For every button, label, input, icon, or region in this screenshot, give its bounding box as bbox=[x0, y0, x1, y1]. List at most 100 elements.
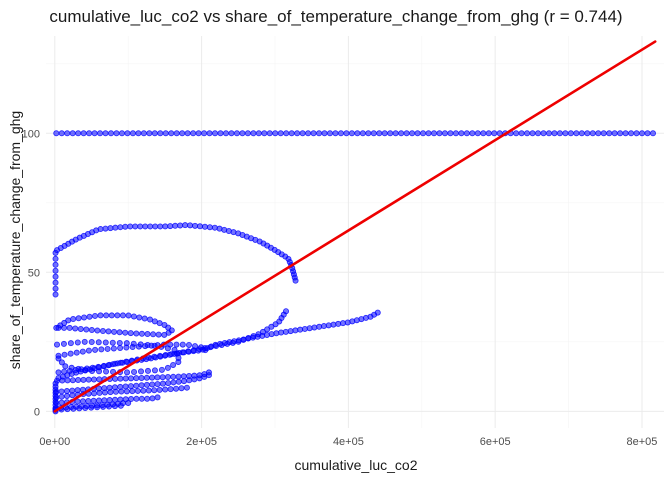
data-point bbox=[103, 312, 110, 319]
data-point bbox=[52, 279, 59, 286]
data-point bbox=[245, 334, 252, 341]
data-point bbox=[409, 130, 416, 137]
data-point bbox=[239, 130, 246, 137]
data-point bbox=[600, 130, 607, 137]
data-point bbox=[628, 130, 635, 137]
data-point bbox=[480, 130, 487, 137]
data-point bbox=[64, 377, 71, 384]
data-point bbox=[143, 381, 150, 388]
data-point bbox=[69, 377, 76, 384]
x-tick-label: 2e+05 bbox=[186, 436, 217, 448]
data-point bbox=[170, 373, 177, 380]
data-point bbox=[88, 327, 95, 334]
data-point bbox=[81, 314, 88, 321]
data-point bbox=[97, 130, 104, 137]
data-point bbox=[58, 393, 65, 400]
data-point bbox=[529, 130, 536, 137]
y-tick-label: 100 bbox=[22, 128, 40, 140]
data-point bbox=[90, 397, 97, 404]
data-point bbox=[403, 130, 410, 137]
data-point bbox=[83, 326, 90, 333]
data-point bbox=[261, 130, 268, 137]
data-point bbox=[392, 130, 399, 137]
data-point bbox=[66, 324, 73, 331]
data-point bbox=[172, 222, 179, 229]
data-point bbox=[88, 404, 95, 411]
data-point bbox=[123, 358, 130, 365]
data-point bbox=[144, 331, 151, 338]
data-point bbox=[201, 223, 208, 230]
data-point bbox=[268, 331, 275, 338]
data-point bbox=[125, 399, 132, 406]
data-point bbox=[301, 325, 308, 332]
data-point bbox=[283, 130, 290, 137]
data-point bbox=[639, 130, 646, 137]
data-point bbox=[157, 223, 164, 230]
data-point bbox=[143, 374, 150, 381]
x-tick-label: 6e+05 bbox=[480, 436, 511, 448]
data-point bbox=[250, 333, 257, 340]
data-point bbox=[182, 222, 189, 229]
data-point bbox=[233, 130, 240, 137]
data-point bbox=[90, 376, 97, 383]
data-point bbox=[316, 130, 323, 137]
data-point bbox=[167, 341, 174, 348]
data-point bbox=[67, 350, 74, 357]
data-point bbox=[611, 130, 618, 137]
data-point bbox=[138, 374, 145, 381]
data-point bbox=[447, 130, 454, 137]
data-point bbox=[178, 385, 185, 392]
data-point bbox=[102, 225, 109, 232]
data-point bbox=[144, 395, 151, 402]
data-point bbox=[310, 130, 317, 137]
data-point bbox=[292, 327, 299, 334]
data-point bbox=[52, 273, 59, 280]
data-point bbox=[147, 316, 154, 323]
data-point bbox=[130, 313, 137, 320]
y-tick-label: 50 bbox=[28, 267, 40, 279]
data-point bbox=[123, 344, 130, 351]
data-point bbox=[376, 130, 383, 137]
data-point bbox=[92, 346, 99, 353]
data-point bbox=[156, 386, 163, 393]
y-tick-label: 0 bbox=[34, 406, 40, 418]
data-point bbox=[117, 224, 124, 231]
data-point bbox=[100, 403, 107, 410]
data-point bbox=[147, 223, 154, 230]
data-point bbox=[337, 130, 344, 137]
data-point bbox=[156, 352, 163, 359]
data-point bbox=[52, 255, 59, 262]
data-point bbox=[306, 325, 313, 332]
data-point bbox=[177, 222, 184, 229]
data-point bbox=[136, 314, 143, 321]
data-point bbox=[70, 316, 77, 323]
data-point bbox=[330, 321, 337, 328]
data-point bbox=[129, 130, 136, 137]
data-point bbox=[58, 130, 65, 137]
data-point bbox=[112, 388, 119, 395]
data-point bbox=[240, 336, 247, 343]
data-point bbox=[578, 130, 585, 137]
data-point bbox=[154, 374, 161, 381]
data-point bbox=[414, 130, 421, 137]
data-point bbox=[354, 130, 361, 137]
data-point bbox=[122, 383, 129, 390]
data-point bbox=[162, 223, 169, 230]
data-point bbox=[75, 365, 82, 372]
data-point bbox=[196, 223, 203, 230]
data-point bbox=[82, 366, 89, 373]
data-point bbox=[69, 130, 76, 137]
data-point bbox=[129, 344, 136, 351]
data-point bbox=[311, 324, 318, 331]
data-point bbox=[151, 353, 158, 360]
data-point bbox=[195, 130, 202, 137]
data-point bbox=[420, 130, 427, 137]
data-point bbox=[272, 130, 279, 137]
data-point bbox=[595, 130, 602, 137]
data-point bbox=[138, 368, 145, 375]
data-point bbox=[76, 405, 83, 412]
data-point bbox=[108, 312, 115, 319]
data-point bbox=[205, 372, 212, 379]
data-point bbox=[99, 328, 106, 335]
data-point bbox=[119, 312, 126, 319]
